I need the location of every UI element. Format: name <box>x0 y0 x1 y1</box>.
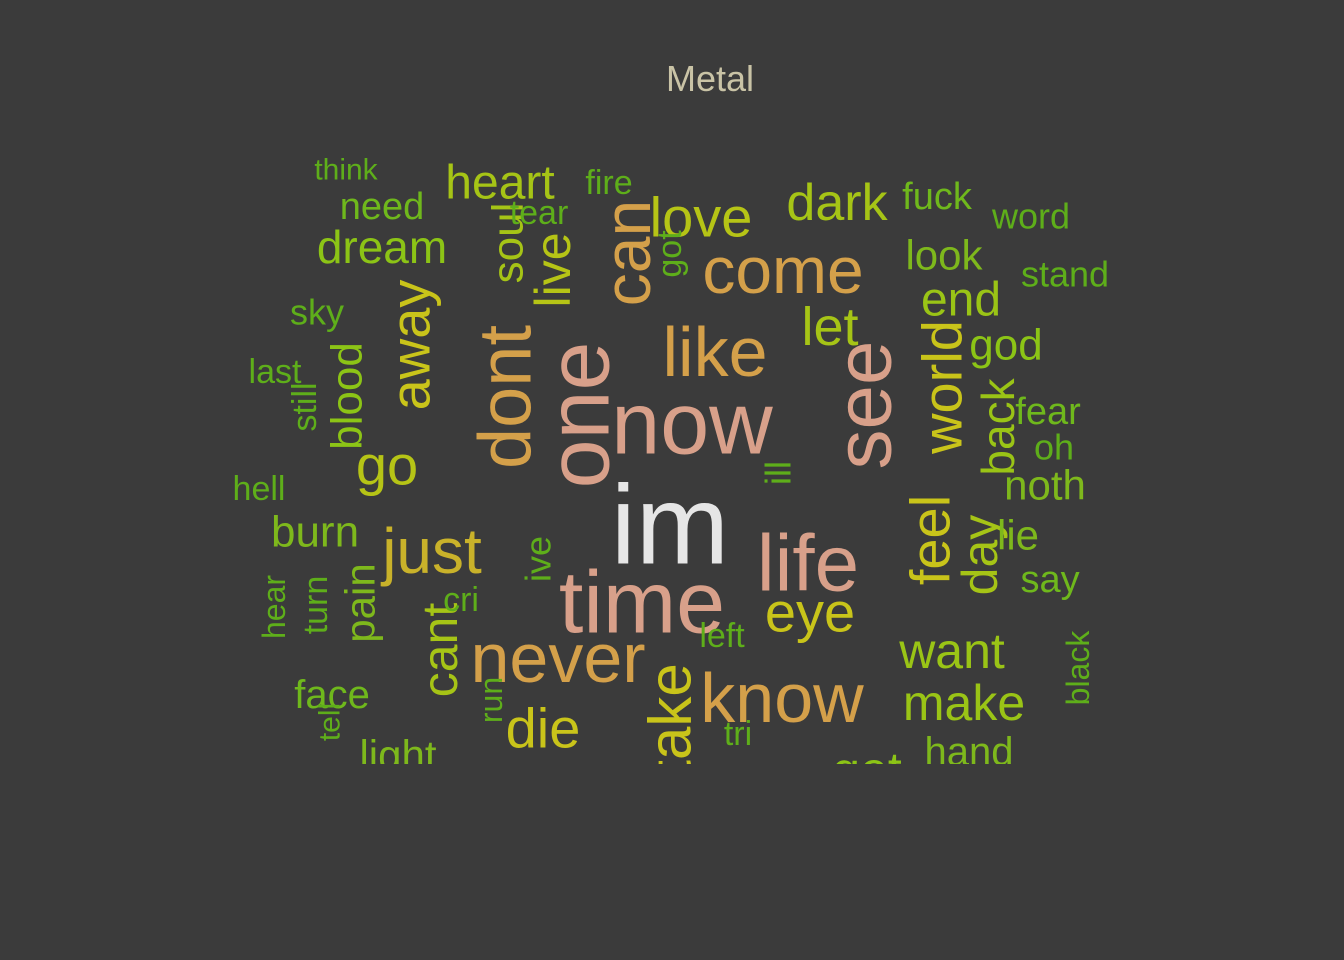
word-way: way <box>686 747 794 814</box>
word-fear: fear <box>1015 391 1081 433</box>
word-say: say <box>1020 559 1079 601</box>
word-one: one <box>529 342 628 489</box>
word-make: make <box>903 675 1025 731</box>
word-your: your <box>466 752 563 808</box>
word-world: world <box>911 320 974 455</box>
word-want: want <box>898 623 1005 679</box>
word-face: face <box>294 673 370 717</box>
word-get: get <box>832 742 902 798</box>
word-away: away <box>379 280 442 411</box>
word-know: know <box>700 659 864 737</box>
word-live: live <box>525 232 581 307</box>
word-dark: dark <box>786 174 888 232</box>
word-oh: oh <box>1034 427 1074 468</box>
word-can: can <box>590 200 664 306</box>
word-last: last <box>249 353 302 391</box>
word-noth: noth <box>1004 462 1086 509</box>
word-tear: tear <box>510 194 569 232</box>
word-hell: hell <box>233 470 286 508</box>
word-let: let <box>801 297 858 357</box>
word-light: light <box>359 732 436 779</box>
word-end: end <box>921 274 1001 327</box>
chart-title: Metal <box>665 58 755 99</box>
word-think: think <box>314 154 378 187</box>
word-im: im <box>611 463 729 588</box>
word-still: still <box>286 382 324 431</box>
word-tri: tri <box>724 715 752 753</box>
word-hand: hand <box>925 730 1014 774</box>
word-love: love <box>650 186 753 249</box>
word-fuck: fuck <box>902 176 973 218</box>
word-stand: stand <box>1021 254 1109 295</box>
word-life: life <box>757 519 859 608</box>
word-just: just <box>380 515 482 587</box>
word-pain: pain <box>337 563 384 642</box>
word-god: god <box>969 321 1042 370</box>
word-take: take <box>637 663 704 776</box>
word-heart: heart <box>445 157 554 210</box>
word-now: now <box>611 374 773 473</box>
word-burn: burn <box>271 508 359 557</box>
word-soul: soul <box>484 203 533 284</box>
word-go: go <box>356 434 418 497</box>
word-need: need <box>340 186 425 228</box>
word-sky: sky <box>290 292 344 333</box>
word-lie: lie <box>997 512 1039 559</box>
word-word: word <box>991 196 1070 237</box>
word-hear: hear <box>256 575 292 639</box>
word-like: like <box>662 313 767 391</box>
word-dream: dream <box>317 221 447 273</box>
word-left: left <box>699 617 745 655</box>
word-tell: tell <box>314 703 347 741</box>
word-feel: feel <box>899 495 962 585</box>
word-die: die <box>506 697 581 760</box>
word-time: time <box>559 553 725 652</box>
word-ill: ill <box>758 461 799 485</box>
word-eye: eye <box>765 581 855 644</box>
word-ive: ive <box>518 536 559 582</box>
word-black: black <box>1060 630 1096 706</box>
word-cri: cri <box>443 581 479 619</box>
word-fire: fire <box>585 164 632 202</box>
word-dont: dont <box>464 325 547 469</box>
word-back: back <box>972 377 1024 475</box>
word-run: run <box>473 677 509 723</box>
word-day: day <box>952 515 1008 596</box>
word-come: come <box>702 233 863 307</box>
word-see: see <box>819 341 908 470</box>
word-blood: blood <box>323 342 372 450</box>
word-turn: turn <box>297 576 335 635</box>
word-never: never <box>470 619 645 697</box>
word-look: look <box>905 232 983 279</box>
word-got: got <box>651 230 689 278</box>
word-form: form <box>998 762 1062 798</box>
word-cant: cant <box>412 603 468 698</box>
